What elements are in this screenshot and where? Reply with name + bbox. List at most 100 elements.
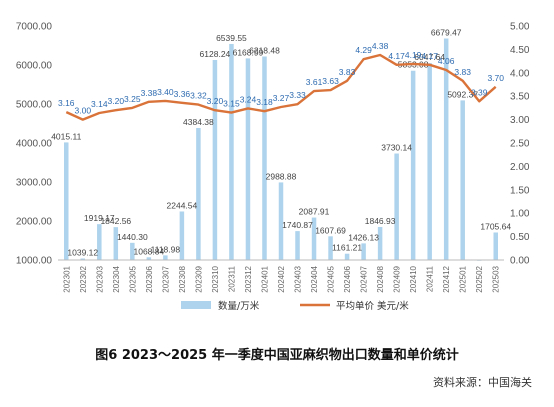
line-value-label: 3.14 — [91, 99, 108, 109]
bar-value-label: 1842.56 — [100, 216, 131, 226]
y-right-tick: 5.00 — [510, 22, 530, 33]
x-axis: 202301 202302 202303 202304 202305 202306 2023… — [58, 259, 504, 293]
line-value-label: 3.16 — [58, 98, 75, 108]
bar — [113, 227, 119, 260]
chart: 1000.00 2000.00 3000.00 4000.00 5000.00 6000.… — [16, 22, 530, 313]
y-right-tick: 0.50 — [510, 232, 530, 243]
line-value-label: 3.70 — [487, 73, 504, 83]
left-axis: 1000.00 2000.00 3000.00 4000.00 5000.00 6000.… — [16, 22, 53, 267]
bar-value-label: 6679.47 — [431, 28, 462, 38]
y-right-tick: 2.50 — [510, 139, 530, 150]
figure-caption: 图6 2023～2025 年一季度中国亚麻织物出口数量和单价统计 — [95, 348, 459, 363]
bar — [278, 182, 284, 260]
x-tick-label: 202303 — [95, 265, 104, 292]
line-label-group: 3.163.003.14 3.20 3.253.38 3.40 3.36 3.323.20… — [58, 41, 504, 116]
bar — [130, 242, 135, 260]
x-tick-label: 202312 — [244, 265, 253, 292]
bar — [361, 243, 366, 260]
bar — [460, 100, 465, 260]
bar-value-label: 1068.84 — [133, 246, 164, 256]
line-value-label: 4.29 — [355, 45, 372, 55]
x-tick-label: 202405 — [327, 265, 336, 292]
x-tick-label: 202403 — [294, 265, 303, 292]
y-left-tick: 1000.00 — [16, 256, 53, 267]
line-value-label: 4.17 — [421, 51, 438, 61]
line-value-label: 3.18 — [256, 97, 273, 107]
bar-value-label: 1440.30 — [117, 232, 148, 242]
bar — [311, 217, 317, 260]
line-value-label: 3.39 — [471, 87, 488, 97]
line-value-label: 3.83 — [454, 67, 471, 77]
y-left-tick: 6000.00 — [16, 61, 53, 72]
right-axis: 0.00 0.50 1.00 1.50 2.00 2.50 3.00 3.50 4.00 4.50… — [510, 22, 530, 267]
x-tick-label: 202407 — [360, 265, 369, 292]
legend-bar-swatch — [181, 301, 211, 309]
bar-value-label: 1607.69 — [315, 225, 346, 235]
y-right-tick: 3.00 — [510, 115, 530, 126]
bar-value-label: 1740.87 — [282, 220, 313, 230]
bar — [80, 258, 86, 260]
bar — [212, 59, 218, 260]
bar — [443, 38, 449, 260]
y-left-tick: 7000.00 — [16, 22, 53, 33]
bar — [245, 58, 251, 260]
line-value-label: 3.63 — [322, 76, 339, 86]
bar-series — [64, 38, 498, 261]
y-right-tick: 4.50 — [510, 45, 530, 56]
x-tick-label: 202409 — [393, 265, 402, 292]
y-left-tick: 2000.00 — [16, 217, 53, 228]
bar — [146, 257, 152, 260]
x-tick-label: 202301 — [62, 265, 71, 292]
x-tick-label: 202307 — [161, 265, 170, 292]
x-tick-label: 202404 — [310, 265, 319, 292]
y-right-tick: 0.00 — [510, 256, 530, 267]
x-tick-label: 202311 — [227, 265, 236, 292]
line-value-label: 3.20 — [207, 96, 224, 106]
y-right-tick: 1.00 — [510, 209, 530, 220]
x-tick-label: 202501 — [459, 265, 468, 292]
line-value-label: 3.33 — [289, 90, 306, 100]
line-value-label: 3.36 — [174, 89, 191, 99]
bar-value-label: 2087.91 — [299, 207, 330, 217]
x-tick-label: 202402 — [277, 265, 286, 292]
bar — [377, 226, 383, 260]
y-right-tick: 1.50 — [510, 185, 530, 196]
source-note: 资料来源：中国海关 — [433, 376, 532, 389]
bar — [295, 231, 300, 260]
bar-value-label: 6168.99 — [233, 47, 264, 57]
x-tick-label: 202304 — [112, 265, 121, 292]
bar — [262, 56, 267, 260]
bar — [163, 255, 168, 260]
bar-value-label: 2244.54 — [167, 200, 198, 210]
line-value-label: 4.19 — [405, 50, 422, 60]
bar-value-label: 4015.11 — [51, 131, 81, 141]
line-value-label: 3.15 — [223, 99, 240, 109]
x-tick-label: 202411 — [426, 265, 435, 292]
line-value-label: 3.40 — [157, 87, 174, 97]
bar — [179, 211, 185, 260]
x-tick-label: 202412 — [442, 265, 451, 292]
x-tick-label: 202302 — [79, 265, 88, 292]
bar-value-label: 4384.38 — [183, 117, 214, 127]
bar-value-label: 1039.12 — [67, 247, 98, 257]
bar-value-label: 3730.14 — [381, 143, 412, 153]
x-tick-label: 202502 — [475, 265, 484, 292]
line-value-label: 3.00 — [75, 106, 92, 116]
bar — [344, 253, 350, 260]
bar — [394, 153, 399, 260]
line-value-label: 3.25 — [124, 94, 141, 104]
bar — [97, 224, 102, 260]
y-left-tick: 3000.00 — [16, 178, 53, 189]
bar-value-label: 1426.13 — [348, 232, 379, 242]
line-value-label: 4.06 — [438, 56, 455, 66]
bar — [196, 128, 201, 260]
legend-line-label: 平均单价 美元/米 — [336, 300, 409, 312]
line-value-label: 3.61 — [306, 77, 323, 87]
bar-value-label: 1919.17 — [84, 213, 115, 223]
bar — [64, 142, 69, 260]
line-value-label: 3.20 — [108, 96, 125, 106]
bar-value-label: 6047.64 — [414, 52, 445, 62]
x-tick-label: 202406 — [343, 265, 352, 292]
line-value-label: 3.24 — [240, 94, 257, 104]
